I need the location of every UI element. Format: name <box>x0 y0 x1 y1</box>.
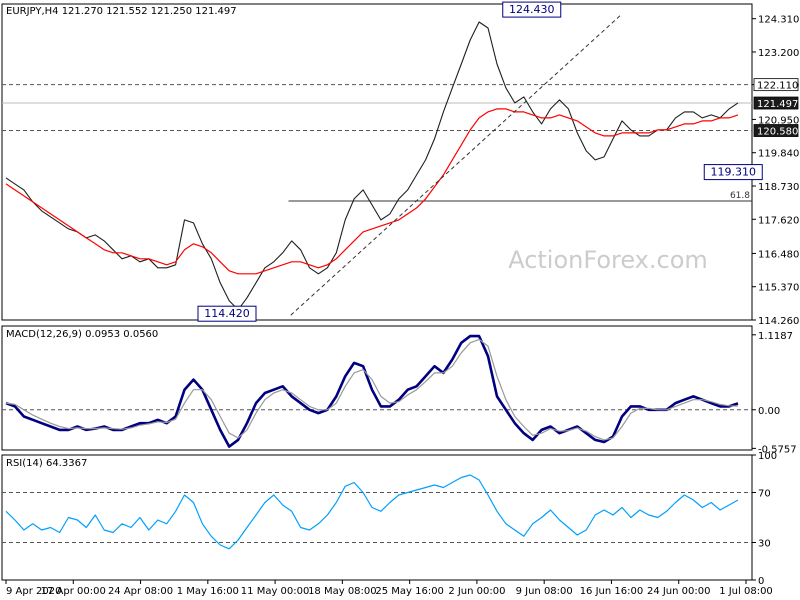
annotation-box-0 <box>502 1 562 18</box>
rsi-panel-title: RSI(14) 64.3367 <box>6 458 87 469</box>
series-moving-average <box>5 108 739 275</box>
x-tick-label-8: 9 Jun 08:00 <box>516 586 573 597</box>
reference-lines <box>2 84 752 543</box>
panel-frame-2 <box>1 454 753 581</box>
annotation-layer: 61.8 124.430 114.420 119.310 <box>197 1 763 322</box>
price-label-box-1 <box>753 96 799 110</box>
y-tick-label-0-3: 120.950 <box>758 115 799 126</box>
x-tick-label-5: 18 May 08:00 <box>308 586 377 597</box>
series-signal <box>5 338 739 441</box>
series-layer <box>5 21 739 550</box>
x-tick-label-4: 11 May 00:00 <box>241 586 310 597</box>
y-tick-label-0-5: 118.730 <box>758 182 799 193</box>
panel-frame-0 <box>1 3 753 321</box>
watermark: ActionForex.com <box>508 246 708 274</box>
y-tick-label-0-4: 119.840 <box>758 149 799 160</box>
x-tick-label-3: 1 May 16:00 <box>177 586 239 597</box>
trendline <box>290 14 622 316</box>
y-tick-label-0-6: 117.620 <box>758 215 799 226</box>
y-tick-label-2-3: 0 <box>758 576 764 587</box>
annotation-box-2 <box>703 164 763 181</box>
x-tick-label-2: 24 Apr 08:00 <box>108 586 173 597</box>
y-tick-label-1-0: 1.1187 <box>758 331 793 342</box>
y-tick-label-2-1: 70 <box>758 489 771 500</box>
y-tick-label-0-8: 115.370 <box>758 283 799 294</box>
x-tick-label-10: 24 Jun 00:00 <box>647 586 711 597</box>
panel-titles: EURJPY,H4 121.270 121.552 121.250 121.49… <box>6 6 237 469</box>
x-tick-label-9: 16 Jun 16:00 <box>580 586 644 597</box>
series-price <box>5 21 739 311</box>
price-panel-title: EURJPY,H4 121.270 121.552 121.250 121.49… <box>6 6 237 17</box>
y-tick-label-0-0: 124.310 <box>758 15 799 26</box>
panel-frames <box>1 3 753 581</box>
series-rsi <box>5 474 739 550</box>
annotation-label-1: 114.420 <box>204 307 250 320</box>
y-tick-label-0-9: 114.260 <box>758 316 799 327</box>
price-label-1: 121.497 <box>757 99 798 110</box>
x-tick-label-0: 9 Apr 2020 <box>6 586 61 597</box>
axis-labels: 124.310 123.200 122.110 120.950 119.840 118.7… <box>5 15 799 597</box>
y-tick-label-1-2: -0.5757 <box>758 444 797 455</box>
panel-frame-1 <box>1 325 753 451</box>
x-tick-label-1: 17 Apr 00:00 <box>41 586 106 597</box>
price-label-2: 120.580 <box>757 127 798 138</box>
macd-panel-title: MACD(12,26,9) 0.0953 0.0560 <box>6 329 158 340</box>
y-tick-label-0-1: 123.200 <box>758 48 799 59</box>
x-tick-label-11: 1 Jul 08:00 <box>719 586 773 597</box>
y-tick-label-0-7: 116.480 <box>758 249 799 260</box>
annotation-box-1 <box>197 305 257 322</box>
x-tick-label-6: 25 May 16:00 <box>375 586 444 597</box>
price-label-box-2 <box>753 124 799 137</box>
y-tick-label-1-1: 0.00 <box>758 406 780 417</box>
annotation-label-2: 119.310 <box>711 166 757 179</box>
price-label-box-0 <box>753 78 799 92</box>
y-tick-label-2-0: 100 <box>758 451 777 462</box>
y-tick-label-2-2: 30 <box>758 539 771 550</box>
series-macd <box>5 334 739 448</box>
annotation-label-0: 124.430 <box>509 3 555 16</box>
fib-level-label: 61.8 <box>730 191 750 201</box>
price-label-0: 122.110 <box>757 81 798 92</box>
x-tick-label-7: 2 Jun 00:00 <box>448 586 505 597</box>
watermark-layer: ActionForex.com <box>508 246 708 274</box>
